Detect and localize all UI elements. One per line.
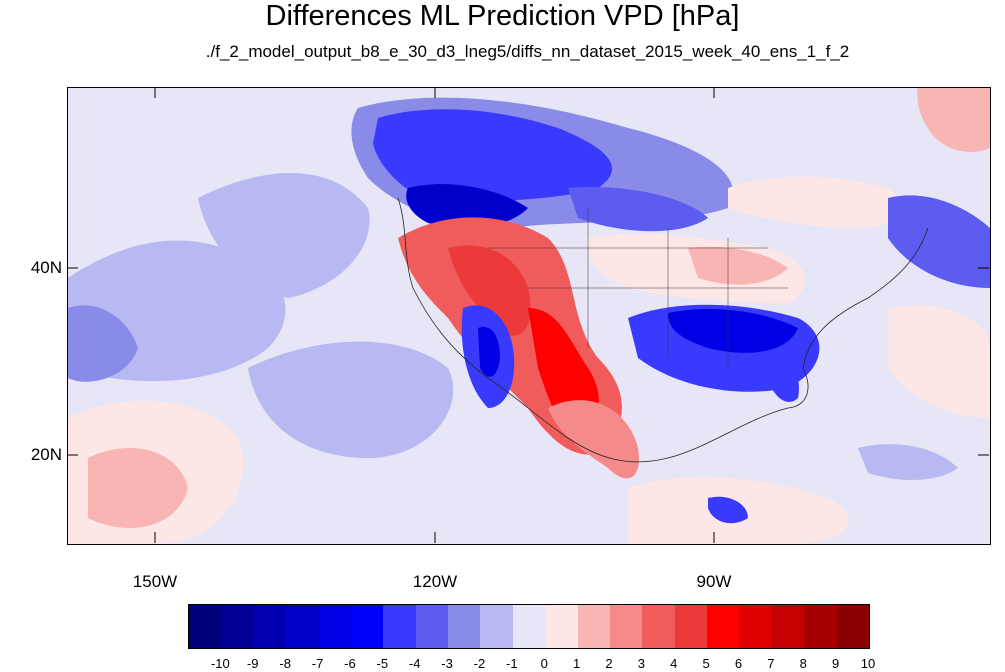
colorbar-tick-label: -8	[279, 656, 291, 671]
colorbar-swatch	[642, 605, 675, 648]
colorbar-tick-label: 6	[734, 656, 743, 671]
colorbar-tick-label: 3	[637, 656, 645, 671]
colorbar-swatch	[545, 605, 578, 648]
colorbar	[188, 604, 870, 649]
lat-label-20n: 20N	[30, 445, 62, 464]
colorbar-tick-label: 2	[605, 656, 613, 671]
difference-field-svg	[68, 88, 990, 544]
colorbar-tick-label: -2	[473, 656, 486, 671]
colorbar-tick-label: 1	[572, 656, 581, 671]
map-subtitle: ./f_2_model_output_b8_e_30_d3_lneg5/diff…	[205, 42, 850, 61]
lon-label-90w: 90W	[696, 572, 732, 591]
colorbar-swatch	[253, 605, 287, 648]
colorbar-swatch	[448, 605, 481, 648]
colorbar-swatch	[577, 605, 610, 648]
colorbar-tick-label: 9	[831, 656, 840, 671]
colorbar-tick-label: -6	[344, 656, 356, 671]
colorbar-swatch	[771, 605, 805, 648]
colorbar-swatch	[674, 605, 707, 648]
colorbar-swatch	[189, 605, 222, 648]
colorbar-swatch	[512, 605, 546, 648]
colorbar-tick-label: -5	[376, 656, 389, 671]
colorbar-tick-label: 7	[767, 656, 775, 671]
map-title: Differences ML Prediction VPD [hPa]	[265, 0, 740, 32]
colorbar-tick-label: 0	[540, 656, 548, 671]
colorbar-tick-label: -7	[311, 656, 324, 671]
colorbar-tick-label: 5	[702, 656, 710, 671]
map-plot-area	[67, 87, 991, 545]
colorbar-swatch	[739, 605, 772, 648]
colorbar-swatch	[221, 605, 254, 648]
colorbar-swatch	[609, 605, 643, 648]
colorbar-swatch	[707, 605, 740, 648]
colorbar-tick-label: -3	[441, 656, 453, 671]
colorbar-tick-label: 4	[670, 656, 678, 671]
colorbar-tick-label: -4	[408, 656, 421, 671]
colorbar-swatch	[480, 605, 513, 648]
colorbar-tick-label: 10	[860, 656, 876, 671]
colorbar-swatch	[836, 605, 869, 648]
colorbar-swatch	[350, 605, 384, 648]
colorbar-swatch	[286, 605, 319, 648]
colorbar-tick-label: -9	[246, 656, 259, 671]
colorbar-swatch	[318, 605, 351, 648]
lon-label-150w: 150W	[132, 572, 178, 591]
colorbar-swatch	[804, 605, 837, 648]
colorbar-tick-label: -10	[210, 656, 230, 671]
colorbar-tick-label: -1	[506, 656, 518, 671]
colorbar-swatch	[383, 605, 416, 648]
lon-label-120w: 120W	[412, 572, 458, 591]
colorbar-swatch	[415, 605, 448, 648]
colorbar-tick-label: 8	[799, 656, 807, 671]
lat-label-40n: 40N	[30, 258, 62, 277]
